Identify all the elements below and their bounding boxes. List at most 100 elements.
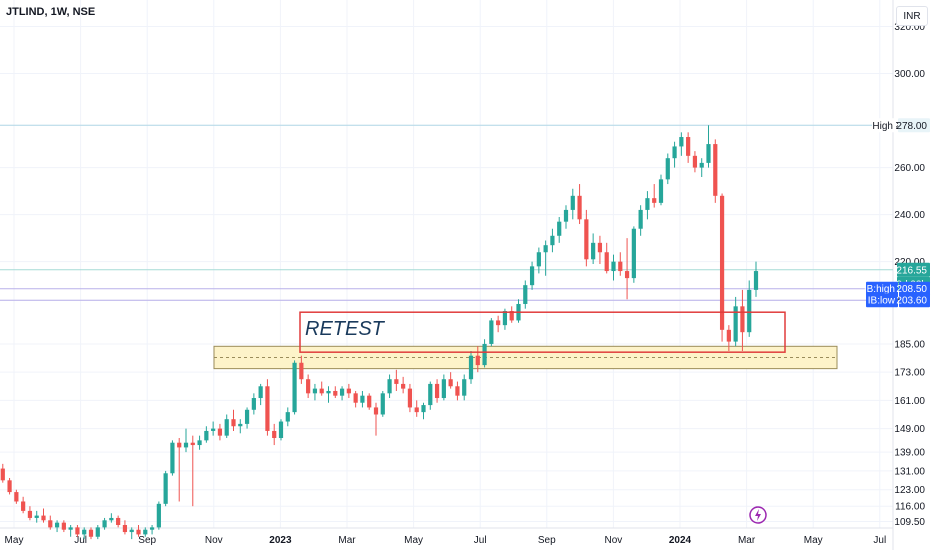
candle-body — [652, 198, 657, 203]
candle-body — [679, 137, 684, 147]
candle-body — [753, 271, 759, 290]
ib-high-tag: IB:high — [864, 284, 895, 295]
candle-body — [502, 311, 508, 326]
candle-body — [278, 421, 284, 438]
high-value-bg — [898, 118, 930, 133]
candle-body — [197, 440, 202, 446]
candle-body — [563, 209, 569, 222]
x-tick-label: 2024 — [669, 535, 692, 546]
candle-body — [692, 155, 698, 168]
candle-body — [570, 195, 575, 210]
candle-body — [611, 261, 616, 272]
y-tick-label: 220.00 — [894, 257, 925, 268]
y-tick-label: 131.00 — [894, 466, 925, 477]
candle-body — [285, 412, 290, 422]
x-tick-label: Nov — [605, 535, 623, 546]
candle-body — [224, 419, 229, 436]
x-tick-label: Nov — [205, 535, 223, 546]
candle-body — [584, 219, 589, 260]
x-tick-label: May — [5, 535, 24, 546]
candle-body — [75, 527, 80, 535]
retest-label: RETEST — [305, 318, 386, 340]
candle-body — [54, 522, 60, 528]
candle-body — [95, 527, 100, 537]
candle-body — [34, 515, 39, 518]
candle-body — [414, 407, 419, 413]
x-tick-label: May — [804, 535, 823, 546]
y-tick-label: 240.00 — [894, 210, 925, 221]
candle-body — [428, 383, 433, 406]
high-tag-bg — [872, 118, 896, 133]
y-tick-label: 139.00 — [894, 448, 925, 459]
candle-body — [509, 311, 514, 321]
candle-body — [441, 379, 446, 399]
candle-body — [618, 261, 623, 272]
candle-body — [156, 503, 161, 528]
candle-body — [489, 320, 494, 344]
candle-body — [238, 423, 243, 427]
candle-body — [367, 395, 372, 408]
x-tick-label: Jul — [873, 535, 886, 546]
candle-body — [421, 405, 426, 413]
candle-body — [706, 144, 711, 163]
y-tick-label: 149.00 — [894, 424, 925, 435]
candle-body — [597, 242, 603, 253]
current-price-value-bg — [897, 262, 930, 277]
current-price-value: 216.55 — [896, 265, 927, 276]
candle-body — [360, 395, 365, 403]
high-tag: High — [872, 121, 893, 132]
candle-body — [468, 355, 474, 380]
candle-body — [448, 379, 453, 387]
candle-body — [645, 198, 650, 210]
lightning-icon[interactable] — [748, 505, 768, 525]
candle-body — [550, 235, 555, 246]
currency-selector[interactable]: INR — [896, 6, 928, 26]
ib-high-value: 208.50 — [896, 284, 927, 295]
candle-body — [333, 390, 338, 396]
candle-body — [61, 522, 66, 530]
x-tick-label: Jul — [474, 535, 487, 546]
x-tick-label: Sep — [138, 535, 156, 546]
candle-body — [217, 428, 223, 436]
candle-body — [529, 266, 535, 286]
y-tick-label: 300.00 — [894, 69, 925, 80]
candle-body — [665, 158, 670, 180]
candle-body — [231, 419, 236, 427]
candle-body — [177, 442, 182, 448]
candle-body — [686, 137, 691, 156]
candle-body — [183, 442, 189, 448]
candle-body — [462, 379, 467, 396]
x-tick-label: 2023 — [269, 535, 292, 546]
ib-low-value-bg — [899, 293, 930, 308]
candle-body — [455, 386, 460, 396]
x-tick-label: Mar — [738, 535, 756, 546]
candle-body — [251, 398, 256, 410]
candle-body — [346, 388, 351, 394]
symbol-title: JTLIND, 1W, NSE — [6, 6, 96, 18]
y-tick-label: 173.00 — [894, 368, 925, 379]
candle-body — [116, 517, 121, 525]
candle-body — [68, 527, 73, 530]
candle-body — [292, 362, 297, 413]
y-tick-label: 116.00 — [895, 502, 925, 513]
candle-body — [41, 515, 46, 521]
candle-body — [21, 501, 26, 511]
candle-body — [747, 289, 752, 333]
candle-body — [740, 306, 745, 333]
candle-body — [258, 386, 263, 399]
candle-body — [27, 510, 33, 518]
candle-body — [624, 271, 630, 279]
candle-body — [475, 355, 480, 366]
candle-body — [129, 529, 134, 533]
candle-body — [326, 390, 331, 394]
candle-body — [591, 242, 596, 260]
candle-body — [306, 379, 311, 394]
candle-body — [88, 529, 94, 537]
candle-body — [557, 221, 562, 236]
x-tick-label: Jul — [74, 535, 87, 546]
candle-body — [7, 480, 12, 493]
candle-body — [726, 329, 731, 342]
candle-body — [136, 529, 141, 535]
candle-body — [719, 195, 725, 330]
candle-body — [482, 343, 487, 366]
